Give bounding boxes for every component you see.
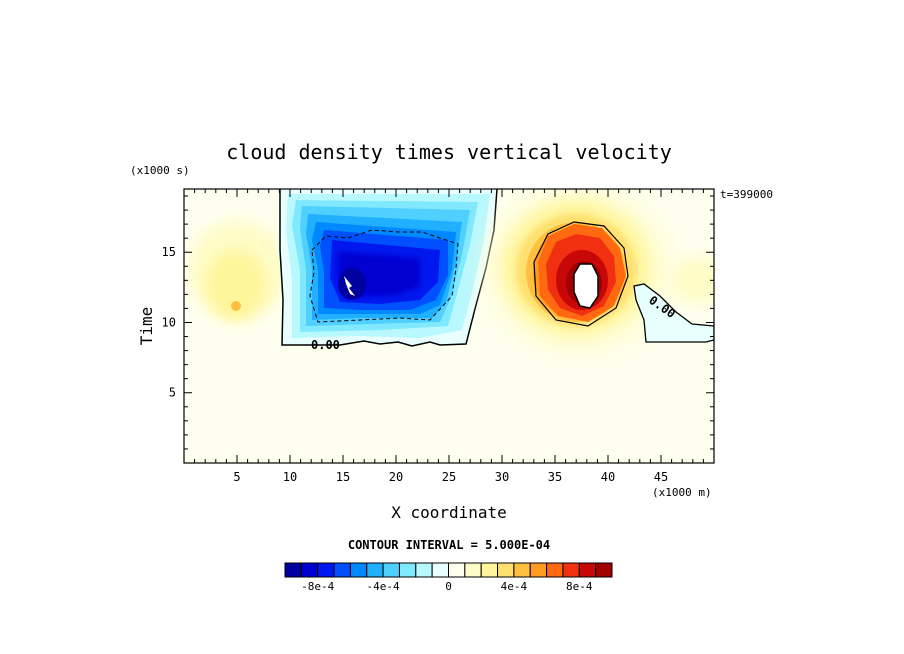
colorbar-tick-label: -4e-4 — [367, 580, 400, 593]
colorbar-swatch — [480, 562, 499, 578]
colorbar-tick-label: 0 — [445, 580, 452, 593]
x-unit-label: (x1000 m) — [652, 486, 712, 499]
x-tick-label: 25 — [442, 470, 456, 484]
colorbar-tick-labels: -8e-4 -4e-4 0 4e-4 8e-4 — [301, 580, 593, 593]
colorbar-swatch — [562, 562, 580, 578]
y-unit-label: (x1000 s) — [130, 164, 190, 177]
x-tick-label: 30 — [495, 470, 509, 484]
y-tick-label: 15 — [162, 245, 176, 259]
colorbar-swatch — [431, 562, 449, 578]
colorbar-swatch — [382, 562, 400, 578]
colorbar-swatch — [497, 562, 515, 578]
colorbar-tick-label: 4e-4 — [501, 580, 528, 593]
colorbar-swatch — [448, 562, 466, 578]
colorbar-swatch — [415, 562, 433, 578]
colorbar-swatch — [333, 562, 351, 578]
x-tick-label: 40 — [601, 470, 615, 484]
x-tick-label: 45 — [654, 470, 668, 484]
negative-cell — [278, 189, 498, 347]
colorbar-swatch — [578, 562, 597, 578]
colorbar-swatch — [464, 562, 482, 578]
colorbar-swatch — [300, 562, 319, 578]
colorbar-swatch — [513, 562, 531, 578]
colorbar-tick-label: -8e-4 — [301, 580, 334, 593]
colorbar — [284, 562, 613, 578]
x-tick-label: 5 — [233, 470, 240, 484]
y-tick-label: 10 — [162, 315, 176, 329]
x-tick-label: 35 — [548, 470, 562, 484]
colorbar-swatch — [366, 562, 384, 578]
x-tick-label: 15 — [336, 470, 350, 484]
y-tick-labels: 5 10 15 — [162, 245, 176, 400]
colorbar-swatch — [284, 562, 302, 578]
colorbar-swatch — [595, 562, 613, 578]
contour-interval-label: CONTOUR INTERVAL = 5.000E-04 — [348, 538, 550, 552]
weak-positive-area — [188, 220, 288, 320]
field-layer — [188, 189, 714, 350]
x-tick-label: 10 — [283, 470, 297, 484]
weak-negative-area — [633, 283, 714, 343]
positive-cell — [488, 190, 714, 350]
x-tick-labels: 5 10 15 20 25 30 35 40 45 — [233, 470, 668, 484]
chart-title: cloud density times vertical velocity — [226, 140, 672, 164]
colorbar-swatch — [546, 562, 564, 578]
y-tick-label: 5 — [169, 386, 176, 400]
x-tick-label: 20 — [389, 470, 403, 484]
colorbar-swatch — [529, 562, 548, 578]
y-axis-label: Time — [137, 307, 156, 346]
zero-contour-label-left: 0.00 — [311, 338, 340, 352]
axis-ticks — [184, 189, 714, 463]
timestamp-label: t=399000 — [720, 188, 773, 201]
x-axis-label: X coordinate — [391, 503, 507, 522]
colorbar-swatch — [398, 562, 417, 578]
colorbar-swatch — [317, 562, 335, 578]
colorbar-swatch — [349, 562, 368, 578]
colorbar-tick-label: 8e-4 — [566, 580, 593, 593]
